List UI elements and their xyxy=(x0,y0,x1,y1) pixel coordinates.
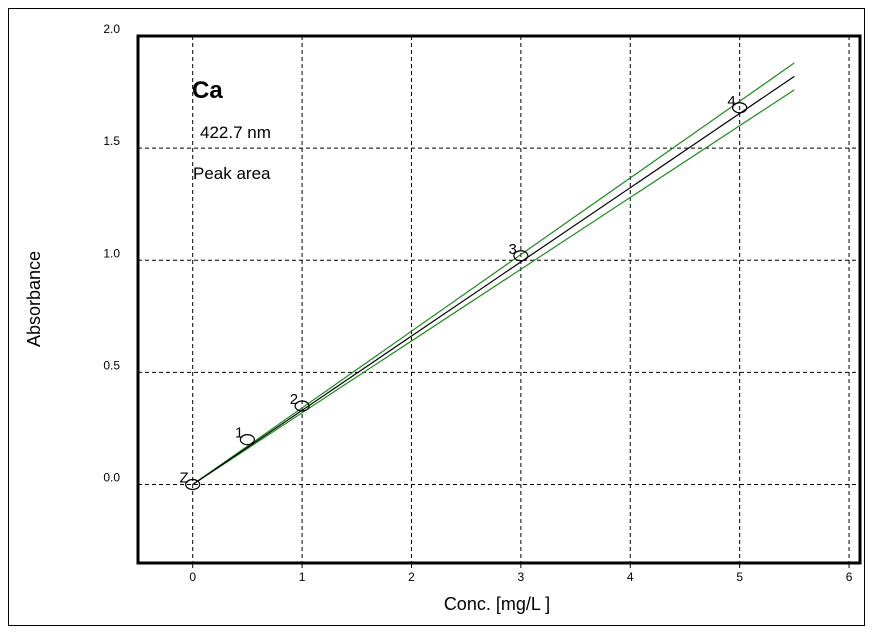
fit-line xyxy=(192,75,795,486)
confidence-upper-line xyxy=(192,62,795,486)
point-label: Z xyxy=(180,470,189,487)
grid xyxy=(138,35,860,563)
data-point xyxy=(513,250,529,262)
x-tick-label: 6 xyxy=(846,570,853,584)
point-label: 3 xyxy=(509,241,517,258)
y-tick-label: 2.0 xyxy=(103,22,120,36)
plot-area xyxy=(136,34,862,565)
y-tick-label: 0.0 xyxy=(103,471,120,485)
wavelength-annotation: 422.7 nm xyxy=(200,123,271,142)
point-label: 2 xyxy=(290,391,298,408)
y-tick-label: 1.5 xyxy=(103,134,120,148)
data-point xyxy=(294,400,310,412)
point-label: 4 xyxy=(727,93,735,110)
mode-annotation: Peak area xyxy=(193,164,271,183)
fit-lines xyxy=(192,62,795,486)
x-tick-label: 5 xyxy=(736,570,743,584)
x-tick-label: 3 xyxy=(518,570,525,584)
chart-frame xyxy=(8,8,865,626)
data-point xyxy=(732,102,748,114)
data-point xyxy=(239,434,255,446)
data-point xyxy=(185,478,201,491)
axis-ticks: 0 1 2 3 4 5 6 0.0 0.5 1.0 1.5 2.0 xyxy=(103,22,852,584)
x-tick-label: 4 xyxy=(627,570,634,584)
x-tick-label: 1 xyxy=(299,570,306,584)
element-annotation: Ca xyxy=(192,77,223,104)
y-tick-label: 0.5 xyxy=(103,358,120,372)
x-tick-label: 0 xyxy=(189,570,196,584)
x-tick-label: 2 xyxy=(408,570,415,584)
data-points: Z 1 2 3 4 xyxy=(180,93,748,491)
y-axis-label: Absorbance xyxy=(24,251,44,347)
y-tick-label: 1.0 xyxy=(103,246,120,260)
x-axis-label: Conc. [mg/L ] xyxy=(444,594,550,614)
confidence-lower-line xyxy=(192,89,795,486)
point-label: 1 xyxy=(235,425,243,442)
